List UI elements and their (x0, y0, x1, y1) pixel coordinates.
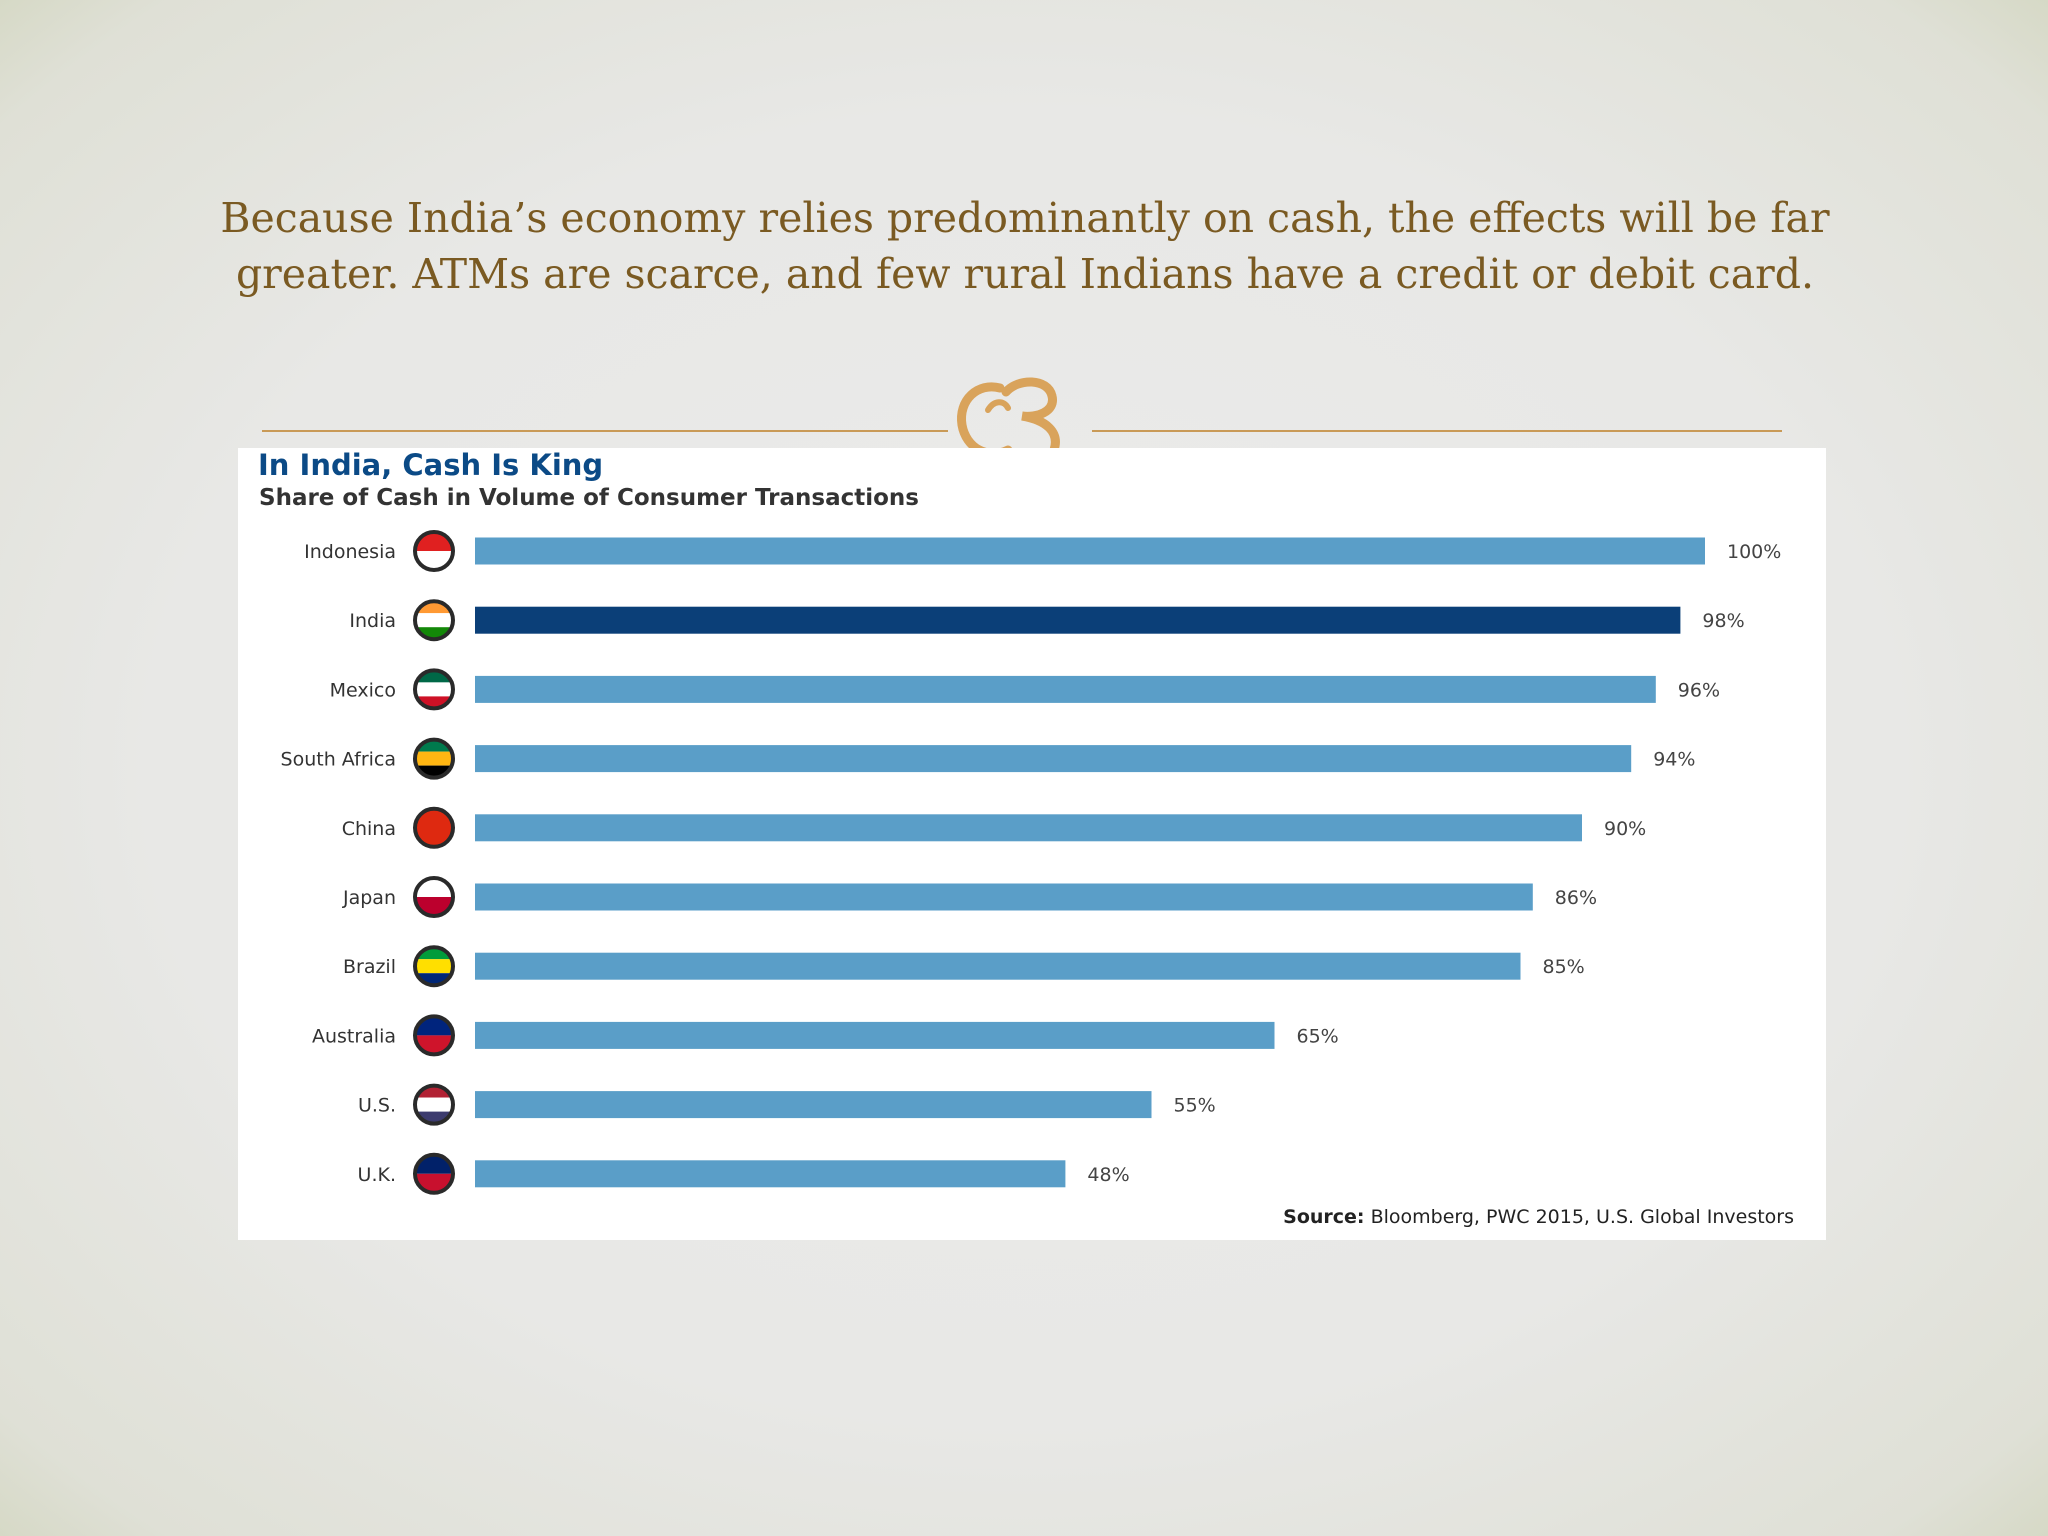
bar (475, 1091, 1152, 1119)
category-label: Australia (312, 1025, 396, 1047)
flag-icon (413, 668, 455, 711)
source-text: Bloomberg, PWC 2015, U.S. Global Investo… (1370, 1206, 1794, 1228)
chart-subtitle: Share of Cash in Volume of Consumer Tran… (259, 485, 919, 511)
bar (475, 675, 1656, 703)
bar (475, 606, 1681, 634)
flag-icon (413, 876, 455, 918)
category-label: Indonesia (304, 541, 396, 563)
flag-icon (413, 599, 455, 642)
chart-source: Source: Bloomberg, PWC 2015, U.S. Global… (1283, 1206, 1794, 1228)
category-label: U.S. (358, 1095, 396, 1117)
caption-line-2: greater. ATMs are scarce, and few rural … (235, 250, 1815, 298)
category-label: China (342, 818, 396, 840)
value-label: 85% (1543, 956, 1585, 978)
value-label: 86% (1555, 887, 1597, 909)
chart-figure: In India, Cash Is King Share of Cash in … (238, 448, 1826, 1240)
category-label: Japan (342, 887, 396, 909)
divider-line-left (262, 430, 948, 432)
value-label: 100% (1727, 541, 1781, 563)
bar-chart: Indonesia 100% India 98% Mexico 96% South Afri… (281, 530, 1781, 1195)
bar (475, 1021, 1275, 1049)
bar (475, 537, 1705, 565)
value-label: 94% (1653, 749, 1695, 771)
value-label: 55% (1174, 1095, 1216, 1117)
source-label: Source: (1283, 1206, 1365, 1228)
divider-line-right (1092, 430, 1782, 432)
bar (475, 745, 1632, 773)
flag-icon (413, 806, 455, 849)
category-label: India (349, 610, 396, 632)
flag-icon (413, 1014, 455, 1057)
category-label: South Africa (281, 749, 396, 771)
flag-icon (413, 737, 455, 780)
value-label: 96% (1678, 679, 1720, 701)
category-label: Mexico (330, 679, 396, 701)
value-label: 48% (1087, 1164, 1129, 1186)
category-label: U.K. (358, 1164, 396, 1186)
chart-title: In India, Cash Is King (258, 448, 604, 482)
bar (475, 1160, 1066, 1188)
bar (475, 952, 1521, 980)
value-label: 98% (1702, 610, 1744, 632)
slide-caption: Because India’s economy relies predomina… (220, 190, 1830, 302)
flag-icon (413, 1083, 455, 1126)
flag-icon (413, 1152, 455, 1195)
bar (475, 883, 1533, 911)
flag-icon (413, 530, 455, 572)
value-label: 90% (1604, 818, 1646, 840)
category-label: Brazil (343, 956, 396, 978)
caption-line-1: Because India’s economy relies predomina… (220, 194, 1830, 242)
bar (475, 814, 1582, 842)
flag-icon (413, 945, 455, 988)
value-label: 65% (1297, 1025, 1339, 1047)
